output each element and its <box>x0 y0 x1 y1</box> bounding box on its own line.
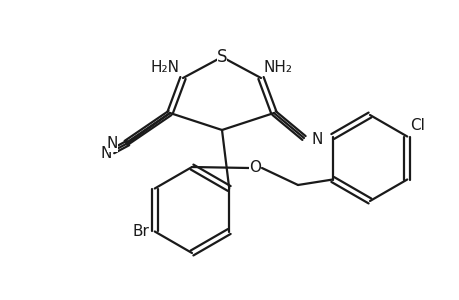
Text: NH₂: NH₂ <box>263 60 292 75</box>
Text: S: S <box>216 48 227 66</box>
Text: H₂N: H₂N <box>151 60 179 75</box>
Text: Br: Br <box>133 224 150 239</box>
Text: N: N <box>311 131 323 146</box>
Text: N: N <box>106 136 118 152</box>
Text: Cl: Cl <box>409 118 424 134</box>
Text: O: O <box>248 160 260 175</box>
Text: N: N <box>100 146 112 161</box>
